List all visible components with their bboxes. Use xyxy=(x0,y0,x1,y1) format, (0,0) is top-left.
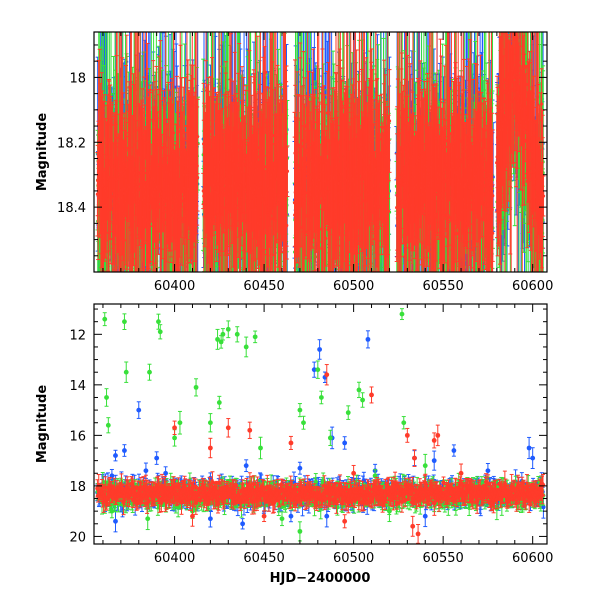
data-point xyxy=(342,436,348,450)
data-point xyxy=(530,447,536,469)
data-point xyxy=(136,401,142,419)
data-point xyxy=(297,461,303,475)
data-point xyxy=(451,444,457,457)
x-tick-label: 60450 xyxy=(243,279,284,294)
x-tick-label: 60500 xyxy=(333,279,374,294)
top-panel: 60400 60450 60500 60550 60600 18 18.2 18.4 Magn… xyxy=(35,31,553,294)
x-tick-label: 60550 xyxy=(422,279,463,294)
y-tick-label: 18.4 xyxy=(57,201,86,216)
data-point xyxy=(431,450,437,471)
data-point xyxy=(113,449,118,462)
top-y-axis-title: Magnitude xyxy=(35,113,50,192)
data-point xyxy=(288,510,294,523)
data-point xyxy=(365,330,371,349)
data-point xyxy=(154,451,160,465)
data-point xyxy=(422,505,428,528)
data-point xyxy=(207,509,213,528)
bottom-panel-data xyxy=(95,308,546,544)
y-tick-label: 18 xyxy=(69,71,86,86)
data-point xyxy=(240,518,246,530)
x-tick-label: 60600 xyxy=(512,279,553,294)
x-tick-label: 60400 xyxy=(154,279,195,294)
data-point xyxy=(317,339,323,360)
y-tick-label: 18.2 xyxy=(57,136,86,151)
data-point xyxy=(113,510,118,533)
data-point xyxy=(163,466,169,481)
data-point xyxy=(243,459,249,473)
data-point xyxy=(122,444,127,457)
top-panel-data xyxy=(95,32,546,272)
